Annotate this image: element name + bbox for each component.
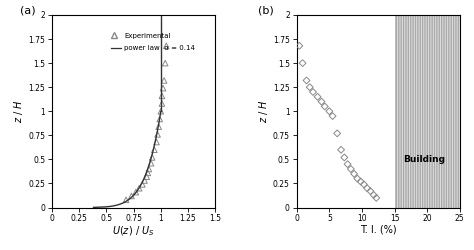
Point	[333, 132, 341, 136]
Point	[340, 156, 348, 160]
Text: power law  α = 0.14: power law α = 0.14	[124, 45, 195, 51]
Point	[357, 180, 365, 184]
X-axis label: $U(z)\ /\ U_S$: $U(z)\ /\ U_S$	[112, 225, 155, 238]
Point	[329, 114, 337, 118]
Point	[314, 95, 321, 99]
Point	[309, 90, 317, 94]
Point	[145, 167, 153, 171]
Point	[337, 148, 345, 152]
Point	[364, 186, 371, 190]
Point	[296, 44, 303, 48]
X-axis label: T. I. (%): T. I. (%)	[360, 225, 397, 235]
Point	[148, 156, 156, 160]
Point	[373, 196, 380, 200]
Point	[303, 78, 310, 82]
Point	[299, 61, 306, 65]
Point	[128, 194, 135, 198]
Point	[151, 148, 158, 152]
Point	[306, 85, 314, 89]
Point	[122, 198, 130, 202]
Point	[160, 78, 168, 82]
Point	[347, 167, 355, 171]
Point	[360, 182, 368, 186]
Point	[147, 161, 155, 165]
Point	[158, 94, 166, 98]
Point	[153, 140, 160, 144]
Point	[158, 102, 166, 105]
Point	[141, 178, 148, 182]
Point	[135, 186, 143, 190]
Text: (b): (b)	[257, 5, 273, 15]
Point	[354, 176, 361, 180]
Point	[326, 109, 333, 113]
Point	[154, 132, 161, 136]
Text: Experimental: Experimental	[124, 33, 170, 39]
Point	[350, 172, 358, 176]
Text: (a): (a)	[19, 5, 35, 15]
Point	[162, 61, 169, 65]
Point	[138, 182, 146, 186]
Point	[143, 175, 151, 179]
Y-axis label: $z\ /\ H$: $z\ /\ H$	[257, 99, 270, 123]
Point	[144, 171, 152, 175]
Point	[156, 117, 164, 121]
Point	[163, 44, 170, 48]
Point	[132, 190, 140, 194]
Bar	[394, 15, 460, 208]
Point	[366, 189, 374, 193]
Point	[157, 109, 164, 113]
Point	[159, 86, 167, 90]
Y-axis label: $z\ /\ H$: $z\ /\ H$	[12, 99, 26, 123]
Point	[321, 104, 328, 108]
Point	[155, 125, 163, 129]
Point	[344, 162, 351, 166]
Text: Building: Building	[403, 155, 445, 164]
Point	[318, 100, 325, 103]
Point	[370, 193, 377, 197]
